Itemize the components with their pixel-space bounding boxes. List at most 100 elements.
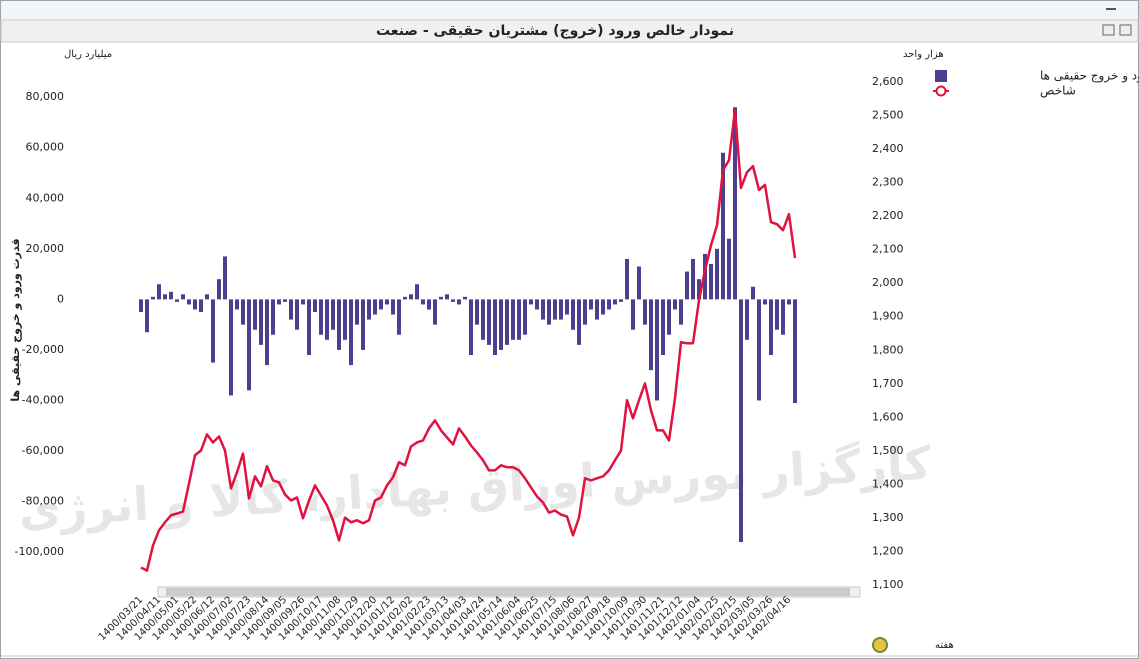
bar (523, 299, 527, 335)
y2-tick-label: 1,400 (872, 477, 904, 490)
bar (655, 299, 659, 401)
y-tick-label: 80,000 (26, 90, 65, 103)
bar (679, 299, 683, 325)
bar (769, 299, 773, 355)
bar (661, 299, 665, 355)
bar (607, 299, 611, 310)
y-tick-label: -40,000 (22, 393, 64, 406)
bar (469, 299, 473, 355)
bar (613, 299, 617, 305)
y2-tick-label: 1,300 (872, 511, 904, 524)
bar (265, 299, 269, 366)
refresh-button[interactable] (872, 637, 888, 653)
bar (367, 299, 371, 320)
legend-swatch (935, 85, 947, 97)
bar (637, 266, 641, 300)
bar (643, 299, 647, 325)
y2-tick-label: 1,700 (872, 377, 904, 390)
bar (145, 299, 149, 333)
bar (175, 299, 179, 302)
title-bar (0, 19, 1139, 43)
bar (475, 299, 479, 325)
bar (379, 299, 383, 310)
export-button[interactable] (1119, 24, 1132, 36)
bar (577, 299, 581, 345)
bar (193, 299, 197, 310)
bar (547, 299, 551, 325)
bar (583, 299, 587, 325)
bar (205, 294, 209, 300)
bar (301, 299, 305, 305)
bar (793, 299, 797, 404)
x-axis-label: هفته (935, 640, 954, 651)
bar (781, 299, 785, 335)
bar (247, 299, 251, 391)
bar (787, 299, 791, 305)
y-tick-label: 40,000 (26, 191, 65, 204)
y-tick-label: -100,000 (15, 545, 64, 558)
y2-tick-label: 1,100 (872, 578, 904, 591)
bar (319, 299, 323, 335)
bar (259, 299, 263, 345)
scrollbar-thumb[interactable] (166, 588, 850, 596)
bar (271, 299, 275, 335)
y2-tick-label: 1,900 (872, 310, 904, 323)
bar (565, 299, 569, 315)
bar (337, 299, 341, 350)
bar (223, 256, 227, 300)
legend-label: شاخص (1040, 84, 1076, 99)
bar (541, 299, 545, 320)
bar (187, 299, 191, 305)
y2-tick-label: 2,200 (872, 209, 904, 222)
y2-tick-label: 2,500 (872, 109, 904, 122)
bar (697, 279, 701, 300)
bar (403, 296, 407, 300)
bar (361, 299, 365, 350)
bar (313, 299, 317, 313)
bar (421, 299, 425, 305)
bar (487, 299, 491, 345)
y-tick-label: -60,000 (22, 444, 64, 457)
legend-label: قدرت ورود و خروج حقیقی ها (1040, 69, 1139, 84)
bar (463, 296, 467, 300)
bar (169, 291, 173, 300)
bar (709, 263, 713, 300)
bar (511, 299, 515, 340)
bar (739, 299, 743, 543)
bar (457, 299, 461, 305)
bar (325, 299, 329, 340)
bar (559, 299, 563, 320)
bar (763, 299, 767, 305)
bar (499, 299, 503, 350)
bar (745, 299, 749, 340)
bar (721, 152, 725, 300)
bar (445, 294, 449, 300)
bar (217, 279, 221, 300)
bar (631, 299, 635, 330)
bar (517, 299, 521, 340)
bar (307, 299, 311, 355)
y-tick-label: -20,000 (22, 343, 64, 356)
chart-title: نمودار خالص ورود (خروج) مشتریان حقیقی - … (376, 23, 734, 39)
y2-tick-label: 1,600 (872, 410, 904, 423)
y-tick-label: 20,000 (26, 242, 65, 255)
bar (289, 299, 293, 320)
bar (163, 294, 167, 300)
print-button[interactable] (1102, 24, 1115, 36)
y2-tick-label: 2,000 (872, 276, 904, 289)
y2-unit: هزار واحد (903, 49, 944, 60)
bar (139, 299, 143, 313)
bar (235, 299, 239, 310)
legend-swatch (935, 70, 947, 82)
bar (409, 294, 413, 300)
bar (535, 299, 539, 310)
bar (727, 238, 731, 300)
minimize-button[interactable] (1106, 8, 1116, 10)
bar (295, 299, 299, 330)
bar (589, 299, 593, 310)
bar (619, 299, 623, 302)
bar (391, 299, 395, 315)
